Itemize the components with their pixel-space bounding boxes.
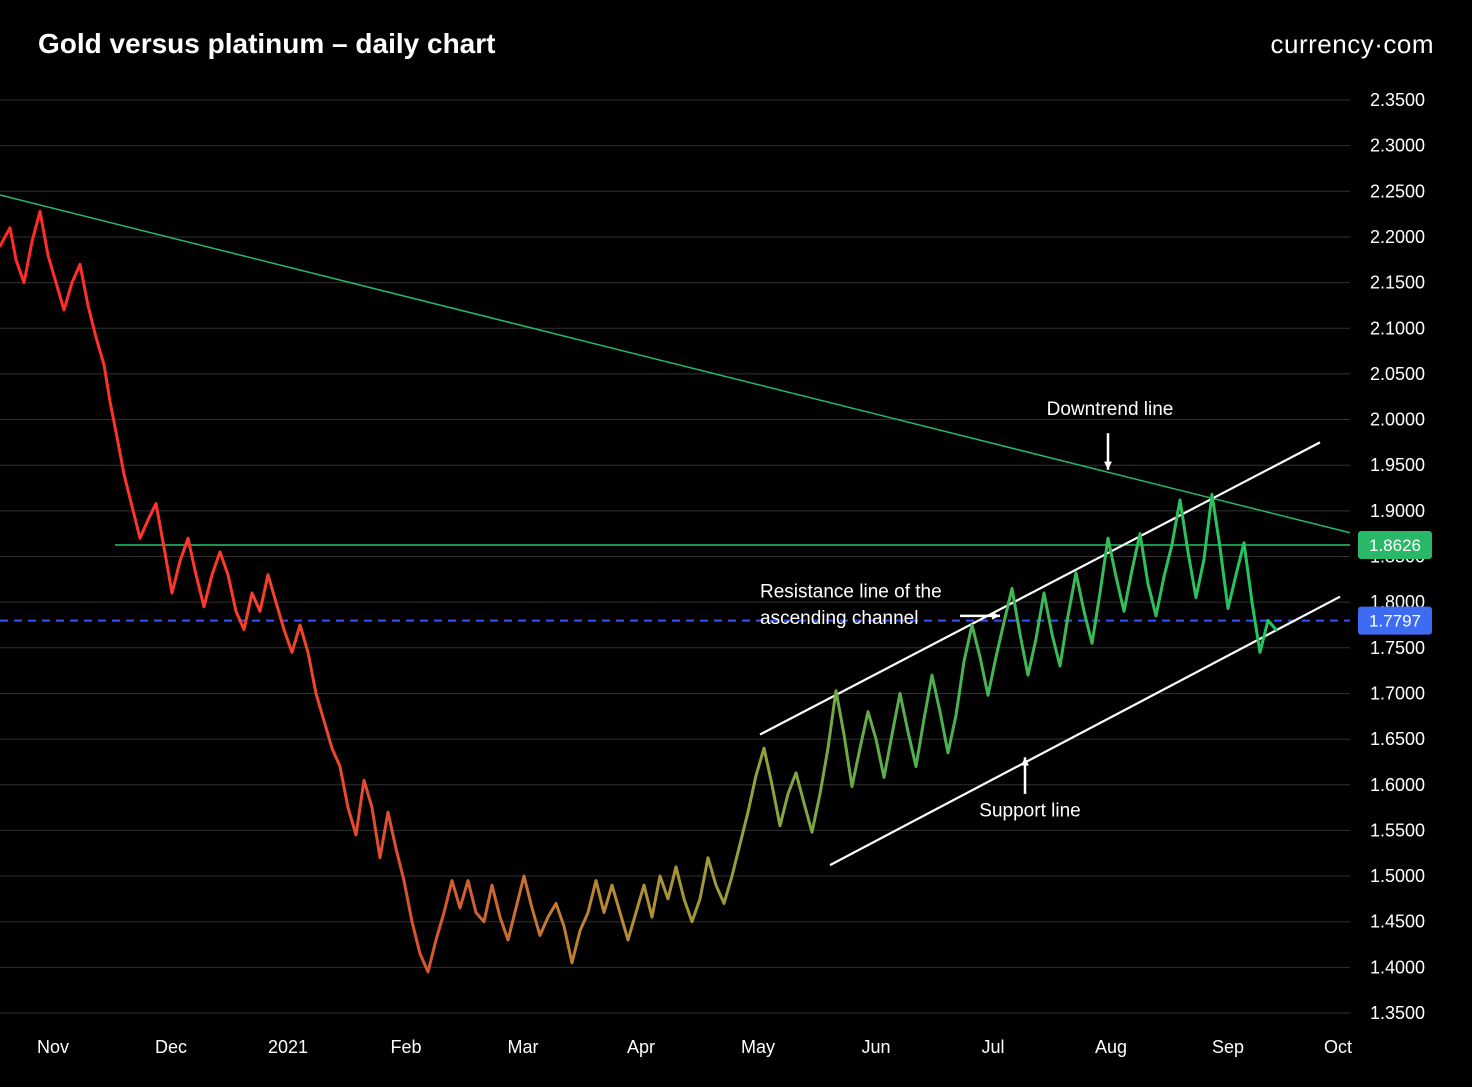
y-axis-tick-label: 1.7000 xyxy=(1370,683,1425,703)
x-axis-tick-label: Mar xyxy=(508,1037,539,1057)
y-axis-tick-label: 1.7500 xyxy=(1370,638,1425,658)
chart-annotation: ascending channel xyxy=(760,608,918,629)
chart-area: 1.3500 1.4000 1.4500 1.5000 1.5500 1.6000 1.65… xyxy=(0,88,1472,1087)
y-axis-tick-label: 2.2500 xyxy=(1370,181,1425,201)
y-axis-tick-label: 2.3000 xyxy=(1370,136,1425,156)
x-axis-tick-label: Jul xyxy=(981,1037,1004,1057)
arrowhead-icon xyxy=(1104,462,1112,470)
x-axis-tick-label: Apr xyxy=(627,1037,655,1057)
y-axis-tick-label: 1.4500 xyxy=(1370,912,1425,932)
y-axis-tick-label: 1.9500 xyxy=(1370,455,1425,475)
chart-annotation: Resistance line of the xyxy=(760,582,942,603)
y-axis-tick-label: 1.3500 xyxy=(1370,1003,1425,1023)
x-axis-tick-label: Dec xyxy=(155,1037,187,1057)
y-axis-tick-label: 1.9000 xyxy=(1370,501,1425,521)
x-axis-tick-label: May xyxy=(741,1037,775,1057)
x-axis-tick-label: Sep xyxy=(1212,1037,1244,1057)
price-tag-label: 1.7797 xyxy=(1369,612,1421,631)
x-axis-tick-label: Aug xyxy=(1095,1037,1127,1057)
y-axis-tick-label: 2.3500 xyxy=(1370,90,1425,110)
brand-logo: currency·com xyxy=(1271,29,1434,60)
y-axis-tick-label: 1.4000 xyxy=(1370,957,1425,977)
price-chart-svg: 1.3500 1.4000 1.4500 1.5000 1.5500 1.6000 1.65… xyxy=(0,88,1472,1087)
y-axis-tick-label: 1.6000 xyxy=(1370,775,1425,795)
chart-annotation: Downtrend line xyxy=(1047,399,1174,420)
y-axis-tick-label: 2.0000 xyxy=(1370,410,1425,430)
x-axis-tick-label: Nov xyxy=(37,1037,69,1057)
y-axis-tick-label: 1.5000 xyxy=(1370,866,1425,886)
price-line xyxy=(0,211,1276,972)
price-tag-label: 1.8626 xyxy=(1369,536,1421,555)
x-axis-tick-label: Feb xyxy=(390,1037,421,1057)
chart-annotation: Support line xyxy=(979,801,1080,822)
y-axis-tick-label: 2.1000 xyxy=(1370,318,1425,338)
x-axis-tick-label: 2021 xyxy=(268,1037,308,1057)
arrowhead-icon xyxy=(992,612,1000,620)
x-axis-tick-label: Jun xyxy=(861,1037,890,1057)
chart-title: Gold versus platinum – daily chart xyxy=(38,28,495,60)
y-axis-tick-label: 1.6500 xyxy=(1370,729,1425,749)
x-axis-tick-label: Oct xyxy=(1324,1037,1352,1057)
y-axis-tick-label: 2.1500 xyxy=(1370,273,1425,293)
y-axis-tick-label: 2.2000 xyxy=(1370,227,1425,247)
y-axis-tick-label: 2.0500 xyxy=(1370,364,1425,384)
y-axis-tick-label: 1.5500 xyxy=(1370,820,1425,840)
trendline-downtrend xyxy=(0,195,1350,533)
chart-header: Gold versus platinum – daily chart curre… xyxy=(0,0,1472,78)
